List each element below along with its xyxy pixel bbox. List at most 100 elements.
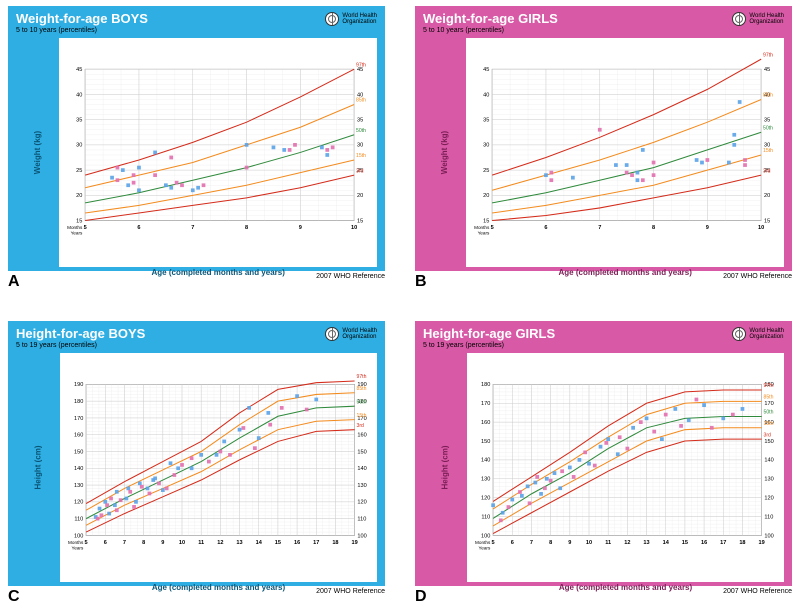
- svg-text:10: 10: [586, 540, 592, 546]
- svg-text:50th: 50th: [763, 126, 773, 132]
- svg-text:9: 9: [161, 540, 164, 546]
- svg-text:15th: 15th: [763, 148, 773, 154]
- svg-text:20: 20: [764, 193, 770, 199]
- svg-text:6: 6: [545, 225, 548, 231]
- svg-text:15: 15: [77, 219, 83, 225]
- svg-text:7: 7: [599, 225, 602, 231]
- chart-title: Height-for-age GIRLS: [423, 327, 555, 341]
- svg-text:35: 35: [357, 118, 363, 124]
- svg-text:15th: 15th: [356, 154, 366, 160]
- svg-text:8: 8: [652, 225, 655, 231]
- svg-text:7: 7: [123, 540, 126, 546]
- svg-text:45: 45: [484, 67, 490, 73]
- svg-text:15: 15: [484, 219, 490, 225]
- chart-card: Weight-for-age GIRLS 5 to 10 years (perc…: [415, 6, 792, 271]
- svg-text:180: 180: [481, 383, 490, 389]
- chart-subtitle: 5 to 10 years (percentiles): [423, 27, 558, 34]
- who-badge: World HealthOrganization: [732, 327, 784, 341]
- plot-area: 5678910151520202525303035354040454597th8…: [466, 38, 784, 267]
- y-axis-label: Weight (kg): [16, 38, 59, 267]
- svg-text:16: 16: [701, 540, 707, 546]
- svg-text:160: 160: [357, 433, 366, 439]
- svg-text:45: 45: [764, 67, 770, 73]
- x-axis-label: Age (completed months and years): [466, 268, 784, 277]
- svg-text:35: 35: [484, 118, 490, 124]
- svg-text:30: 30: [77, 143, 83, 149]
- svg-text:14: 14: [663, 540, 670, 546]
- svg-text:6: 6: [138, 225, 141, 231]
- svg-text:120: 120: [764, 496, 773, 502]
- svg-text:140: 140: [764, 458, 773, 464]
- svg-text:3rd: 3rd: [763, 169, 771, 175]
- svg-text:8: 8: [549, 540, 552, 546]
- svg-text:110: 110: [764, 515, 773, 521]
- svg-text:130: 130: [357, 483, 366, 489]
- svg-text:85th: 85th: [356, 386, 366, 392]
- chart-title: Height-for-age BOYS: [16, 327, 145, 341]
- svg-text:150: 150: [481, 439, 490, 445]
- svg-text:Months: Months: [475, 540, 491, 545]
- who-logo-icon: [732, 12, 746, 26]
- svg-text:160: 160: [481, 420, 490, 426]
- svg-text:15: 15: [275, 540, 281, 546]
- svg-text:8: 8: [245, 225, 248, 231]
- svg-text:Months: Months: [67, 225, 83, 230]
- svg-text:15: 15: [682, 540, 688, 546]
- svg-text:18: 18: [739, 540, 745, 546]
- svg-text:7: 7: [192, 225, 195, 231]
- panel-letter: A: [8, 273, 20, 291]
- svg-text:6: 6: [104, 540, 107, 546]
- who-badge: World HealthOrganization: [732, 12, 784, 26]
- svg-text:Months: Months: [68, 540, 84, 545]
- svg-text:120: 120: [481, 496, 490, 502]
- svg-text:140: 140: [357, 466, 366, 472]
- panel-grid: Weight-for-age BOYS 5 to 10 years (perce…: [0, 0, 800, 612]
- svg-text:Months: Months: [474, 225, 490, 230]
- panel-letter: C: [8, 588, 20, 606]
- svg-text:9: 9: [706, 225, 709, 231]
- svg-text:25: 25: [77, 168, 83, 174]
- panel-D: Height-for-age GIRLS 5 to 19 years (perc…: [415, 321, 792, 606]
- svg-text:8: 8: [142, 540, 145, 546]
- svg-text:97th: 97th: [356, 63, 366, 69]
- svg-text:110: 110: [74, 517, 83, 523]
- svg-text:19: 19: [352, 540, 358, 546]
- svg-text:150: 150: [764, 439, 773, 445]
- svg-text:15: 15: [764, 219, 770, 225]
- svg-text:150: 150: [74, 450, 83, 456]
- svg-text:Years: Years: [72, 546, 84, 551]
- svg-text:40: 40: [77, 93, 83, 99]
- panel-letter: B: [415, 273, 427, 291]
- y-axis-label: Height (cm): [16, 353, 60, 582]
- chart-svg: 5678910111213141516171819100100110110120…: [60, 353, 377, 582]
- chart-svg: 5678910151520202525303035354040454597th8…: [466, 38, 784, 267]
- chart-title: Weight-for-age GIRLS: [423, 12, 558, 26]
- svg-text:130: 130: [481, 477, 490, 483]
- chart-title: Weight-for-age BOYS: [16, 12, 148, 26]
- svg-text:97th: 97th: [763, 53, 773, 59]
- x-axis-label: Age (completed months and years): [60, 583, 377, 592]
- svg-text:5: 5: [491, 225, 494, 231]
- svg-text:5: 5: [85, 540, 88, 546]
- svg-text:5: 5: [84, 225, 87, 231]
- svg-text:97th: 97th: [763, 384, 773, 390]
- svg-text:140: 140: [481, 458, 490, 464]
- who-logo-icon: [732, 327, 746, 341]
- svg-text:10: 10: [758, 225, 764, 231]
- svg-text:13: 13: [236, 540, 242, 546]
- chart-subtitle: 5 to 10 years (percentiles): [16, 27, 148, 34]
- who-logo-icon: [325, 12, 339, 26]
- svg-text:17: 17: [720, 540, 726, 546]
- chart-card: Weight-for-age BOYS 5 to 10 years (perce…: [8, 6, 385, 271]
- svg-text:45: 45: [77, 67, 83, 73]
- svg-text:30: 30: [357, 143, 363, 149]
- svg-text:150: 150: [357, 450, 366, 456]
- svg-text:16: 16: [294, 540, 300, 546]
- svg-text:11: 11: [198, 540, 204, 546]
- svg-text:6: 6: [511, 540, 514, 546]
- svg-text:Years: Years: [479, 546, 491, 551]
- svg-text:Years: Years: [71, 231, 83, 236]
- svg-text:97th: 97th: [356, 375, 366, 381]
- svg-text:13: 13: [643, 540, 649, 546]
- svg-text:Years: Years: [478, 231, 490, 236]
